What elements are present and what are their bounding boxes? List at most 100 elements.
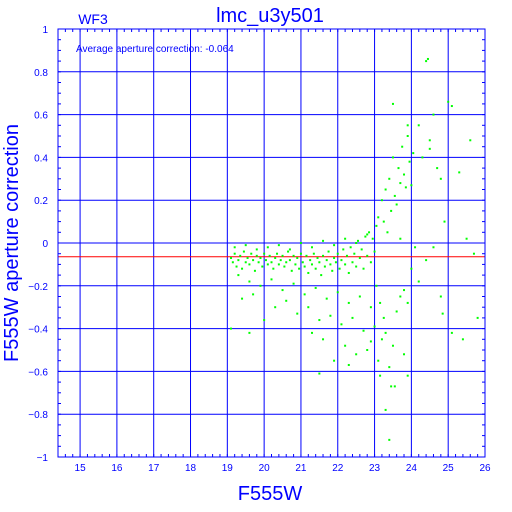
scatter-point — [399, 237, 402, 240]
scatter-point — [390, 209, 393, 212]
scatter-point — [281, 254, 284, 257]
scatter-point — [305, 254, 308, 257]
x-tick-label: 26 — [479, 463, 491, 474]
scatter-point — [384, 188, 387, 191]
x-tick-labels: 15 16 17 18 19 20 21 22 23 24 25 26 — [75, 463, 491, 474]
scatter-point — [355, 265, 358, 268]
scatter-point — [252, 293, 255, 296]
scatter-point — [294, 263, 297, 266]
scatter-point — [425, 259, 428, 262]
scatter-point — [406, 374, 409, 377]
scatter-point — [266, 263, 269, 266]
scatter-point — [329, 314, 332, 317]
scatter-point — [292, 254, 295, 257]
scatter-point — [447, 100, 450, 103]
scatter-point — [296, 256, 299, 259]
grid-lines — [57, 28, 486, 458]
scatter-point — [329, 263, 332, 266]
scatter-point — [393, 385, 396, 388]
scatter-point — [233, 252, 236, 255]
x-tick-label: 20 — [259, 463, 271, 474]
scatter-point — [357, 239, 360, 242]
x-tick-label: 16 — [111, 463, 123, 474]
scatter-point — [248, 331, 251, 334]
scatter-point — [277, 263, 280, 266]
scatter-point — [391, 156, 394, 159]
x-tick-label: 21 — [295, 463, 307, 474]
scatter-point — [264, 259, 267, 262]
scatter-point — [450, 331, 453, 334]
scatter-point — [334, 261, 337, 264]
scatter-point — [268, 254, 271, 257]
scatter-point — [379, 374, 382, 377]
scatter-point — [403, 353, 406, 356]
scatter-point — [410, 267, 413, 270]
scatter-point — [272, 267, 275, 270]
scatter-point — [259, 256, 262, 259]
scatter-point — [233, 246, 236, 249]
scatter-point — [403, 173, 406, 176]
scatter-point — [472, 252, 475, 255]
scatter-point — [255, 254, 258, 257]
chip-label: WF3 — [78, 11, 108, 27]
scatter-point — [248, 263, 251, 266]
scatter-point — [299, 242, 302, 244]
scatter-point — [342, 248, 345, 251]
scatter-point — [469, 139, 472, 142]
scatter-point — [288, 248, 291, 251]
scatter-point — [404, 186, 407, 189]
scatter-point — [369, 261, 372, 264]
x-tick-label: 18 — [185, 463, 197, 474]
scatter-point — [369, 340, 372, 343]
scatter-point — [353, 252, 356, 255]
scatter-point — [406, 124, 409, 127]
scatter-point — [425, 60, 428, 63]
scatter-point — [410, 184, 413, 187]
scatter-point — [458, 171, 461, 174]
scatter-point — [397, 167, 400, 170]
scatter-point — [237, 274, 240, 277]
y-tick-labels: 1 0.8 0.6 0.4 0.2 0 −0.2 −0.4 −0.6 −0.8 −1 — [28, 25, 48, 464]
scatter-point — [318, 372, 321, 375]
scatter-point — [414, 246, 417, 249]
scatter-point — [432, 113, 435, 116]
scatter-point — [296, 312, 299, 315]
scatter-point — [230, 256, 233, 259]
y-tick-label: 0.8 — [34, 68, 48, 79]
scatter-point — [322, 239, 325, 242]
scatter-point — [417, 124, 420, 127]
scatter-point — [428, 147, 431, 150]
x-tick-label: 17 — [148, 463, 160, 474]
y-axis-label: F555W aperture correction — [1, 124, 23, 362]
scatter-point — [351, 261, 354, 264]
scatter-point — [241, 267, 244, 270]
scatter-point — [368, 231, 371, 234]
scatter-point — [373, 250, 376, 253]
scatter-point — [441, 312, 444, 315]
scatter-point — [277, 244, 280, 247]
scatter-point — [436, 167, 439, 170]
scatter-point — [263, 319, 266, 322]
scatter-point — [274, 306, 277, 309]
scatter-point — [242, 250, 245, 253]
scatter-point — [349, 246, 352, 249]
scatter-point — [366, 254, 369, 257]
scatter-point — [382, 316, 385, 319]
scatter-point — [428, 139, 431, 142]
scatter-point — [388, 366, 391, 369]
scatter-point — [331, 269, 334, 272]
scatter-point — [246, 256, 249, 259]
scatter-point — [333, 256, 336, 259]
scatter-point — [312, 252, 315, 255]
scatter-point — [395, 310, 398, 313]
scatter-point — [241, 297, 244, 300]
scatter-point — [239, 254, 242, 257]
y-tick-label: −0.8 — [28, 410, 48, 421]
scatter-point — [380, 338, 383, 341]
scatter-point — [375, 224, 378, 227]
scatter-point — [417, 280, 420, 283]
scatter-point — [310, 331, 313, 334]
scatter-point — [255, 248, 258, 251]
scatter-point — [292, 282, 295, 285]
